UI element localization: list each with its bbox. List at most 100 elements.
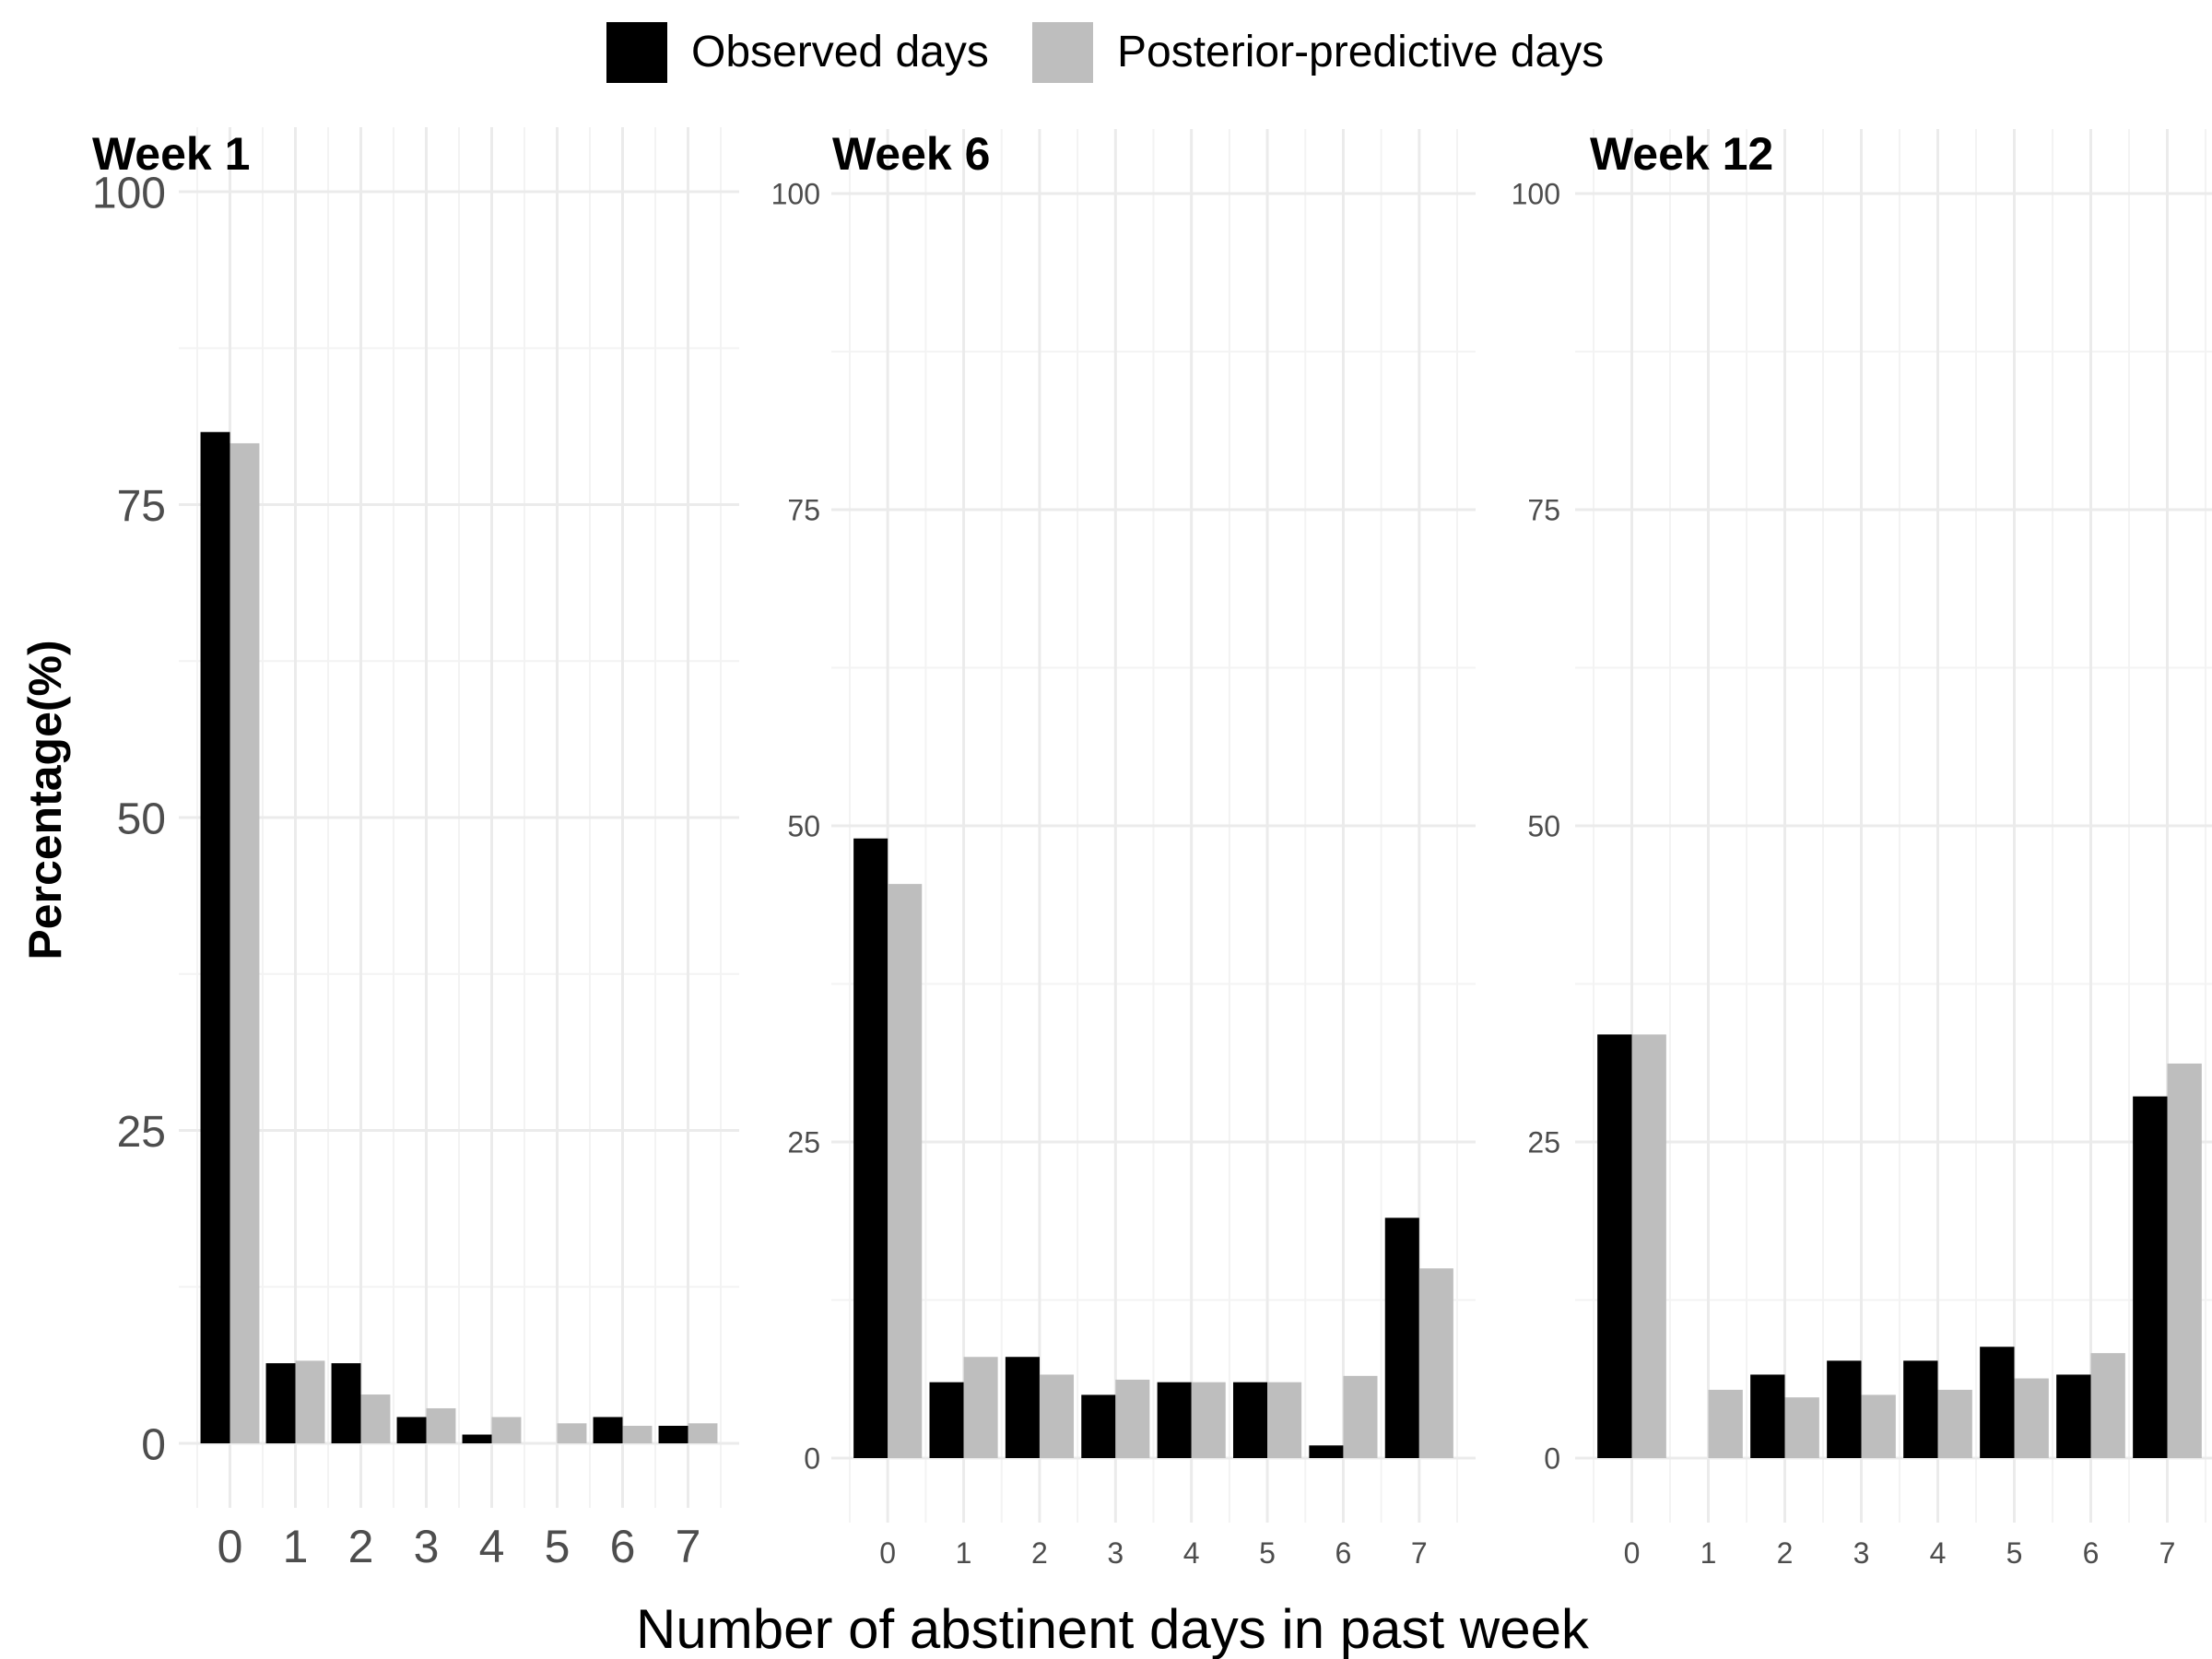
y-tick-label: 0 — [1544, 1442, 1560, 1476]
observed-bar-0 — [200, 431, 230, 1444]
x-tick-label: 4 — [1930, 1536, 1947, 1570]
x-tick-label: 3 — [414, 1521, 440, 1572]
y-tick-label: 75 — [787, 494, 820, 527]
predictive-bar-2 — [360, 1394, 391, 1443]
predictive-bar-1 — [1708, 1389, 1743, 1458]
observed-bar-4 — [462, 1434, 492, 1443]
panel-title: Week 6 — [832, 128, 990, 180]
y-axis-title: Percentage(%) — [19, 640, 71, 959]
y-tick-label: 100 — [1512, 178, 1560, 211]
predictive-bar-5 — [2014, 1378, 2049, 1458]
observed-bar-7 — [658, 1425, 688, 1443]
predictive-bar-7 — [1418, 1268, 1453, 1458]
x-tick-label: 1 — [1700, 1536, 1717, 1570]
x-tick-label: 2 — [1031, 1536, 1048, 1570]
x-tick-label: 0 — [879, 1536, 896, 1570]
predictive-bar-3 — [1115, 1379, 1150, 1458]
x-tick-label: 3 — [1853, 1536, 1870, 1570]
x-axis-title: Number of abstinent days in past week — [636, 1598, 1590, 1659]
x-tick-label: 0 — [1624, 1536, 1641, 1570]
y-tick-label: 50 — [787, 810, 820, 843]
x-tick-label: 7 — [1411, 1536, 1428, 1570]
predictive-bar-0 — [888, 884, 923, 1458]
observed-bar-4 — [1157, 1382, 1192, 1458]
x-tick-label: 3 — [1107, 1536, 1124, 1570]
observed-bar-3 — [396, 1417, 427, 1443]
panel-2: 0 25 50 75 100 0 1 2 3 4 5 6 7 Week 6 — [771, 128, 1476, 1570]
observed-bar-6 — [2056, 1374, 2091, 1458]
x-tick-label: 2 — [1777, 1536, 1794, 1570]
legend-label-predictive: Posterior-predictive days — [1117, 28, 1604, 76]
x-tick-label: 7 — [676, 1521, 701, 1572]
x-tick-label: 6 — [1335, 1536, 1352, 1570]
predictive-bar-1 — [295, 1360, 325, 1443]
observed-bar-5 — [1232, 1382, 1268, 1458]
predictive-bar-4 — [491, 1417, 522, 1443]
legend-label-observed: Observed days — [691, 28, 989, 76]
predictive-bar-3 — [1861, 1394, 1896, 1458]
y-tick-label: 50 — [1527, 810, 1560, 843]
y-tick-label: 100 — [92, 169, 166, 218]
y-tick-label: 50 — [117, 794, 166, 843]
observed-bar-0 — [1597, 1034, 1632, 1458]
observed-bar-4 — [1903, 1360, 1938, 1458]
observed-bar-7 — [2133, 1096, 2168, 1458]
x-tick-label: 1 — [956, 1536, 972, 1570]
predictive-bar-0 — [229, 442, 260, 1443]
predictive-bar-4 — [1937, 1389, 1972, 1458]
predictive-bar-6 — [1343, 1375, 1378, 1458]
predictive-bar-7 — [2167, 1063, 2202, 1458]
x-tick-label: 1 — [283, 1521, 309, 1572]
x-tick-label: 6 — [2083, 1536, 2100, 1570]
x-tick-label: 5 — [2006, 1536, 2023, 1570]
predictive-bar-0 — [1631, 1034, 1666, 1458]
observed-bar-2 — [1750, 1374, 1785, 1458]
observed-bar-3 — [1827, 1360, 1862, 1458]
x-tick-label: 5 — [545, 1521, 571, 1572]
x-tick-label: 0 — [218, 1521, 243, 1572]
predictive-bar-7 — [688, 1423, 718, 1443]
x-tick-label: 4 — [479, 1521, 505, 1572]
y-tick-label: 75 — [1527, 494, 1560, 527]
predictive-bar-4 — [1191, 1382, 1226, 1458]
y-tick-label: 25 — [117, 1108, 166, 1157]
x-tick-label: 2 — [348, 1521, 374, 1572]
x-tick-label: 7 — [2159, 1536, 2176, 1570]
legend-swatch-predictive — [1032, 22, 1093, 83]
predictive-bar-3 — [426, 1407, 456, 1443]
predictive-bar-5 — [557, 1423, 587, 1443]
legend: Observed days Posterior-predictive days — [606, 22, 1604, 83]
predictive-bar-6 — [622, 1425, 653, 1443]
observed-bar-1 — [929, 1382, 964, 1458]
x-tick-label: 4 — [1183, 1536, 1200, 1570]
observed-bar-5 — [1980, 1347, 2015, 1458]
observed-bar-0 — [853, 838, 888, 1458]
predictive-bar-2 — [1039, 1374, 1075, 1458]
predictive-bar-5 — [1267, 1382, 1302, 1458]
observed-bar-7 — [1384, 1218, 1419, 1458]
predictive-bar-1 — [963, 1357, 998, 1458]
observed-bar-2 — [331, 1363, 361, 1443]
observed-bar-3 — [1081, 1394, 1116, 1458]
y-tick-label: 100 — [771, 178, 820, 211]
y-tick-label: 0 — [141, 1420, 166, 1469]
panel-title: Week 12 — [1590, 128, 1773, 180]
y-tick-label: 75 — [117, 482, 166, 531]
panel-3: 0 25 50 75 100 0 1 2 3 4 5 6 7 Week 12 — [1512, 128, 2212, 1570]
y-tick-label: 25 — [787, 1126, 820, 1159]
observed-bar-2 — [1005, 1357, 1040, 1458]
observed-bar-1 — [265, 1363, 296, 1443]
y-tick-label: 25 — [1527, 1126, 1560, 1159]
predictive-bar-2 — [1784, 1397, 1819, 1458]
observed-bar-6 — [593, 1417, 623, 1443]
y-tick-label: 0 — [804, 1442, 820, 1476]
predictive-bar-6 — [2090, 1353, 2125, 1458]
panel-title: Week 1 — [92, 128, 250, 180]
legend-swatch-observed — [606, 22, 667, 83]
observed-bar-6 — [1309, 1445, 1344, 1458]
x-tick-label: 6 — [610, 1521, 636, 1572]
x-tick-label: 5 — [1259, 1536, 1276, 1570]
